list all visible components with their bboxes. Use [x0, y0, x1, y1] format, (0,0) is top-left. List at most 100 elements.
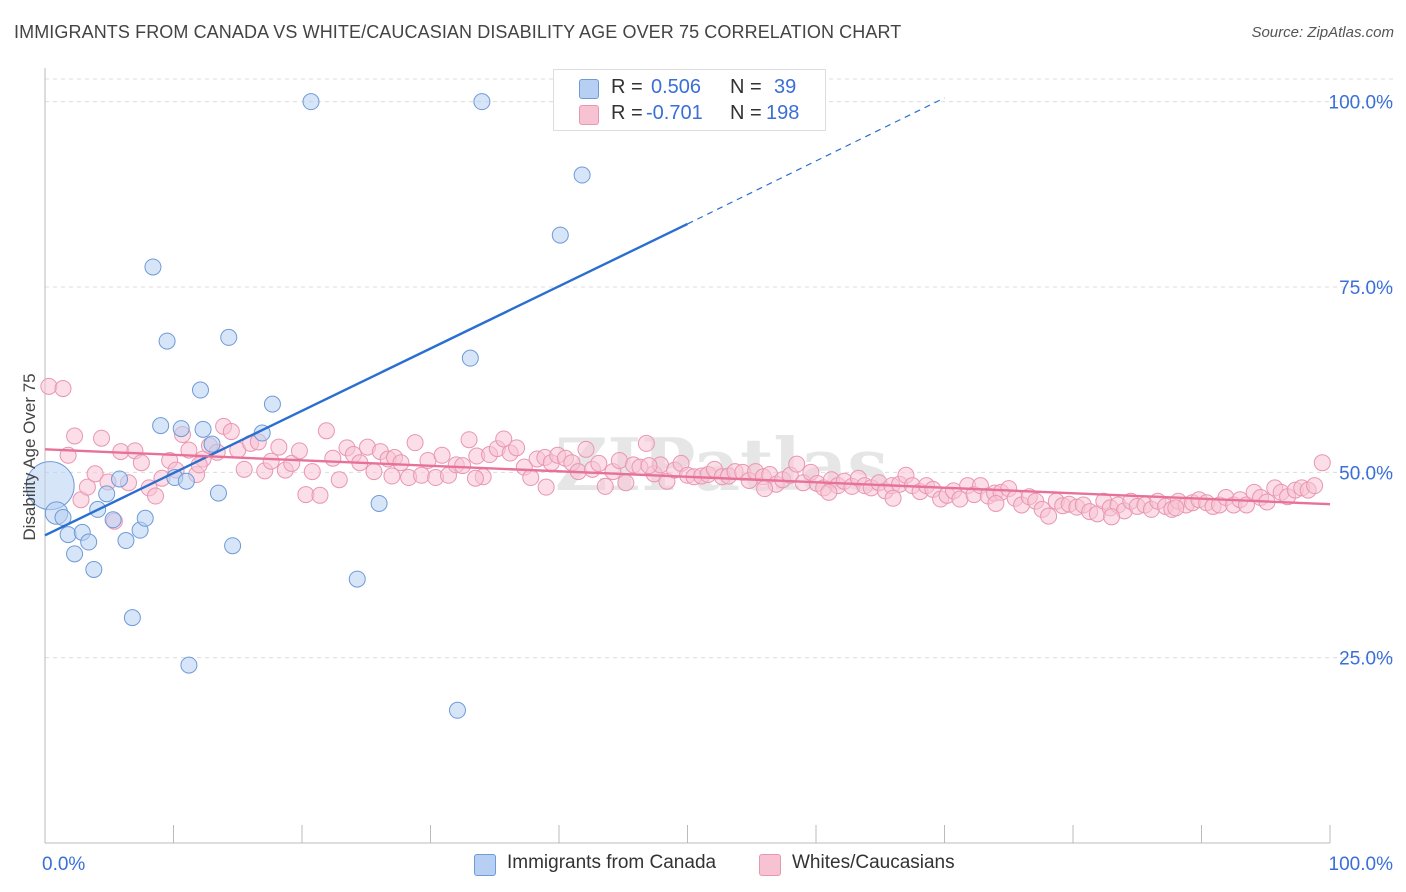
data-point	[180, 441, 198, 459]
pink-swatch-icon	[579, 105, 599, 125]
data-point	[617, 474, 635, 492]
data-point	[297, 486, 315, 504]
data-point	[348, 570, 366, 588]
data-point	[152, 417, 170, 435]
blue-swatch-icon	[579, 79, 599, 99]
n-label: N =	[730, 76, 762, 98]
data-point	[117, 532, 135, 550]
data-point	[86, 465, 104, 483]
y-axis-label: Disability Age Over 75	[20, 373, 39, 540]
y-tick-label: 100.0%	[1329, 93, 1394, 114]
y-tick-label: 75.0%	[1339, 278, 1393, 299]
data-point	[177, 472, 195, 490]
data-point	[132, 454, 150, 472]
data-point	[144, 258, 162, 276]
data-point	[1167, 499, 1185, 517]
data-point	[454, 457, 472, 475]
data-point	[413, 466, 431, 484]
data-point	[224, 537, 242, 555]
y-tick-label: 25.0%	[1339, 649, 1393, 670]
data-point	[884, 489, 902, 507]
series-whites-points	[40, 377, 1331, 530]
legend-label: Immigrants from Canada	[507, 852, 717, 873]
data-point	[820, 483, 838, 501]
r-value: 0.506	[651, 76, 702, 98]
data-point	[596, 477, 614, 495]
data-point	[203, 435, 221, 453]
data-point	[573, 166, 591, 184]
data-point	[270, 438, 288, 456]
data-point	[537, 478, 555, 496]
data-point	[262, 452, 280, 470]
blue-swatch-icon	[474, 854, 496, 876]
trend-line-whites	[44, 448, 1331, 506]
data-point	[460, 431, 478, 449]
data-point	[209, 484, 227, 502]
r-label: R =	[611, 102, 643, 124]
data-point	[311, 486, 329, 504]
tick-labels: 25.0% 50.0% 75.0% 100.0% 0.0% 100.0%	[42, 93, 1393, 875]
data-point	[317, 422, 335, 440]
data-point	[383, 467, 401, 485]
data-point	[508, 439, 526, 457]
pink-swatch-icon	[759, 854, 781, 876]
source-credit: Source: ZipAtlas.com	[1251, 24, 1394, 41]
data-point	[136, 509, 154, 527]
data-point	[158, 332, 176, 350]
data-point	[302, 93, 320, 111]
data-point	[577, 440, 595, 458]
data-point	[290, 442, 308, 460]
data-point	[98, 485, 116, 503]
data-point	[640, 457, 658, 475]
data-point	[788, 455, 806, 473]
data-point	[263, 395, 281, 413]
data-point	[66, 427, 84, 445]
data-point	[66, 545, 84, 563]
data-point	[433, 446, 451, 464]
series-canada-points	[25, 93, 591, 719]
data-point	[522, 469, 540, 487]
data-point	[1040, 507, 1058, 525]
data-point	[392, 454, 410, 472]
correlation-legend: R = 0.506 N = 39 R = -0.701 N = 198	[553, 69, 826, 131]
r-value: -0.701	[646, 102, 703, 124]
data-point	[330, 471, 348, 489]
data-point	[54, 380, 72, 398]
r-label: R =	[611, 76, 643, 98]
trend-line-canada-extension	[687, 97, 945, 225]
data-point	[756, 480, 774, 498]
data-point	[406, 434, 424, 452]
data-point	[85, 560, 103, 578]
trend-line-canada	[44, 222, 689, 537]
data-point	[235, 460, 253, 478]
data-point	[172, 420, 190, 438]
data-point	[123, 609, 141, 627]
data-point	[495, 430, 513, 448]
data-point	[370, 494, 388, 512]
data-point	[466, 469, 484, 487]
data-point	[40, 377, 58, 395]
gridlines	[45, 78, 1395, 659]
y-tick-label: 50.0%	[1339, 463, 1393, 484]
data-point	[473, 93, 491, 111]
data-point	[448, 701, 466, 719]
data-point	[78, 478, 96, 496]
data-point	[147, 487, 165, 505]
chart-title: IMMIGRANTS FROM CANADA VS WHITE/CAUCASIA…	[14, 22, 902, 42]
data-point	[987, 494, 1005, 512]
axes	[44, 68, 1331, 844]
data-point	[191, 381, 209, 399]
data-point	[1103, 508, 1121, 526]
n-value: 198	[766, 102, 800, 124]
data-point	[324, 449, 342, 467]
x-tick-label: 0.0%	[42, 854, 85, 875]
data-point	[551, 226, 569, 244]
legend-label: Whites/Caucasians	[792, 852, 955, 873]
trend-lines	[44, 97, 1331, 537]
n-label: N =	[730, 102, 762, 124]
data-point	[461, 349, 479, 367]
data-point	[93, 429, 111, 447]
data-point	[180, 656, 198, 674]
n-value: 39	[774, 76, 797, 98]
